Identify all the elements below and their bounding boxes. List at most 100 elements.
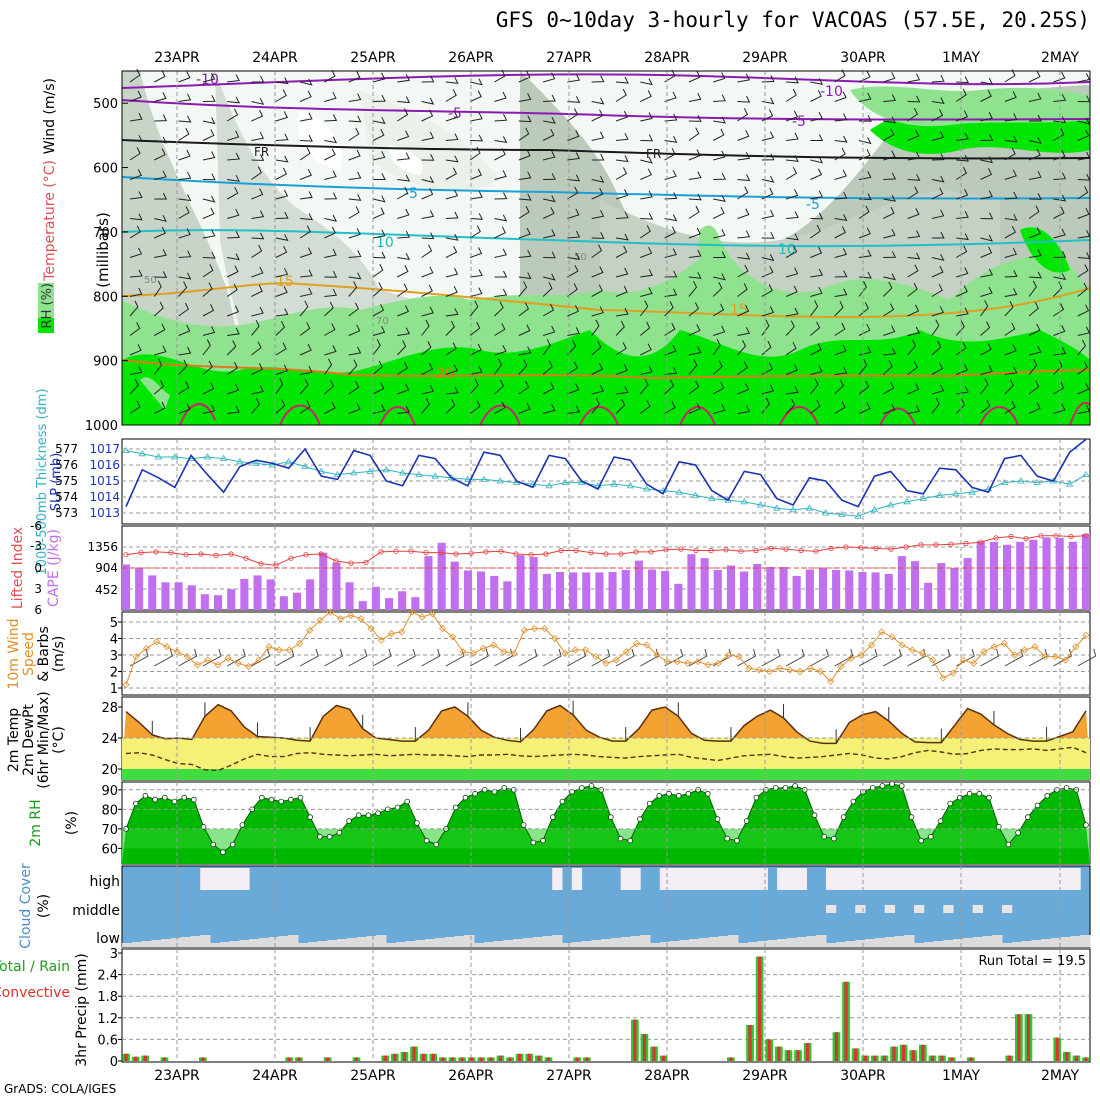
cloud-high-cell bbox=[1041, 868, 1052, 890]
wind-barb bbox=[202, 151, 216, 161]
cloud-high-cell bbox=[953, 868, 964, 890]
wind-barb bbox=[275, 89, 287, 102]
wind-barb bbox=[737, 383, 750, 395]
wind-barb bbox=[299, 225, 311, 239]
wind-barb bbox=[761, 397, 770, 414]
wind-barb bbox=[494, 345, 507, 356]
wind-barb bbox=[713, 229, 726, 239]
wind-barb bbox=[421, 385, 435, 395]
wind-point bbox=[316, 616, 324, 624]
rh-point bbox=[162, 794, 168, 801]
wind-barb bbox=[202, 173, 216, 181]
wind-barb bbox=[372, 195, 386, 203]
wind-barb bbox=[785, 285, 798, 297]
thickness-point bbox=[317, 467, 326, 474]
wind-barb bbox=[591, 131, 605, 141]
wind-barb bbox=[1028, 70, 1041, 83]
wind-barb bbox=[713, 325, 726, 336]
li-point bbox=[918, 542, 924, 548]
wind-barb bbox=[348, 127, 360, 141]
wind-barb bbox=[664, 113, 678, 122]
wind-barb bbox=[1029, 271, 1042, 279]
thickness-point bbox=[154, 453, 163, 460]
wind-barb bbox=[640, 212, 654, 220]
rh-point bbox=[578, 785, 585, 791]
wind-barb bbox=[324, 69, 336, 83]
wind-barb bbox=[251, 363, 264, 375]
wind-barb bbox=[1077, 648, 1097, 667]
wind-barb bbox=[178, 115, 192, 123]
wind-barb bbox=[494, 648, 514, 667]
wind-barb bbox=[858, 380, 870, 395]
cape-bar bbox=[713, 570, 722, 610]
cape-bar bbox=[621, 570, 630, 610]
wind-barb bbox=[275, 308, 289, 317]
precip-ticks: 0 0.6 1.2 1.8 2.4 3 bbox=[97, 947, 122, 1070]
wind-barb bbox=[445, 111, 459, 122]
wind-barb bbox=[129, 247, 143, 258]
cloud-middle-cell bbox=[855, 905, 866, 913]
wind-barb bbox=[397, 96, 411, 104]
wind-point bbox=[888, 633, 896, 641]
wind-barb bbox=[688, 149, 701, 161]
wind-barb bbox=[397, 648, 416, 667]
wind-barb bbox=[494, 270, 508, 278]
precip-conv-bar bbox=[748, 1025, 752, 1061]
wind-barb bbox=[810, 365, 823, 375]
cloud-high-cell bbox=[630, 868, 641, 890]
wind-barb bbox=[202, 72, 216, 83]
wind-barb bbox=[567, 96, 581, 103]
wind-barb bbox=[713, 172, 726, 180]
wind-barb bbox=[882, 360, 893, 375]
thickness-point bbox=[952, 490, 960, 497]
rh-band bbox=[122, 828, 1090, 849]
wind-point bbox=[347, 611, 355, 619]
wind-barb bbox=[907, 186, 919, 200]
wind-barb bbox=[421, 362, 434, 375]
thickness-point bbox=[138, 450, 147, 457]
wind-axis-label: 10m Wind Speed & Barbs (m/s) bbox=[6, 618, 67, 689]
axis-label-line: (m/s) bbox=[51, 636, 67, 673]
wind-barb bbox=[275, 399, 286, 414]
wind-barb bbox=[640, 78, 653, 86]
cape-bar bbox=[542, 573, 551, 610]
thickness-point bbox=[691, 491, 700, 498]
wind-barb bbox=[518, 193, 532, 201]
wind-barb bbox=[153, 358, 163, 375]
wind-point bbox=[357, 615, 365, 623]
rh-point bbox=[947, 800, 953, 807]
cloud-low-cell bbox=[728, 935, 739, 947]
wind-barb bbox=[858, 359, 868, 375]
pressure-tick-label: 800 bbox=[93, 290, 118, 305]
wind-barb bbox=[324, 192, 338, 200]
run-total-annotation: Run Total = 19.5 bbox=[978, 954, 1086, 969]
axis-tick-label: 1 bbox=[110, 682, 118, 697]
rh-point bbox=[433, 841, 440, 848]
cloud-low-cell bbox=[346, 938, 358, 947]
precip-conv-bar bbox=[412, 1046, 416, 1061]
wind-barb bbox=[955, 398, 966, 414]
wind-barb bbox=[542, 648, 562, 667]
wind-barb bbox=[737, 264, 749, 278]
thickness-point bbox=[203, 453, 212, 460]
wind-barb bbox=[1077, 304, 1090, 317]
wind-barb bbox=[445, 133, 459, 141]
precip-conv-bar bbox=[354, 1057, 358, 1061]
wind-barb bbox=[834, 648, 854, 667]
cloud-low-cell bbox=[669, 941, 680, 947]
wind-barb bbox=[372, 72, 386, 83]
wind-barb bbox=[348, 194, 362, 201]
wind-barb bbox=[275, 648, 295, 667]
wind-barb bbox=[324, 288, 338, 297]
cloud-low-label: low bbox=[96, 931, 120, 947]
wind-barb bbox=[348, 228, 361, 239]
wind-point bbox=[1000, 639, 1008, 648]
date-tick-label: 24APR bbox=[252, 1068, 298, 1084]
wind-barb bbox=[1004, 91, 1017, 102]
wind-point bbox=[285, 646, 293, 654]
wind-barb bbox=[251, 398, 260, 414]
rh-point bbox=[607, 814, 614, 820]
wind-barb bbox=[907, 208, 920, 219]
wind-point bbox=[582, 646, 590, 654]
slp-grid bbox=[122, 439, 1090, 524]
